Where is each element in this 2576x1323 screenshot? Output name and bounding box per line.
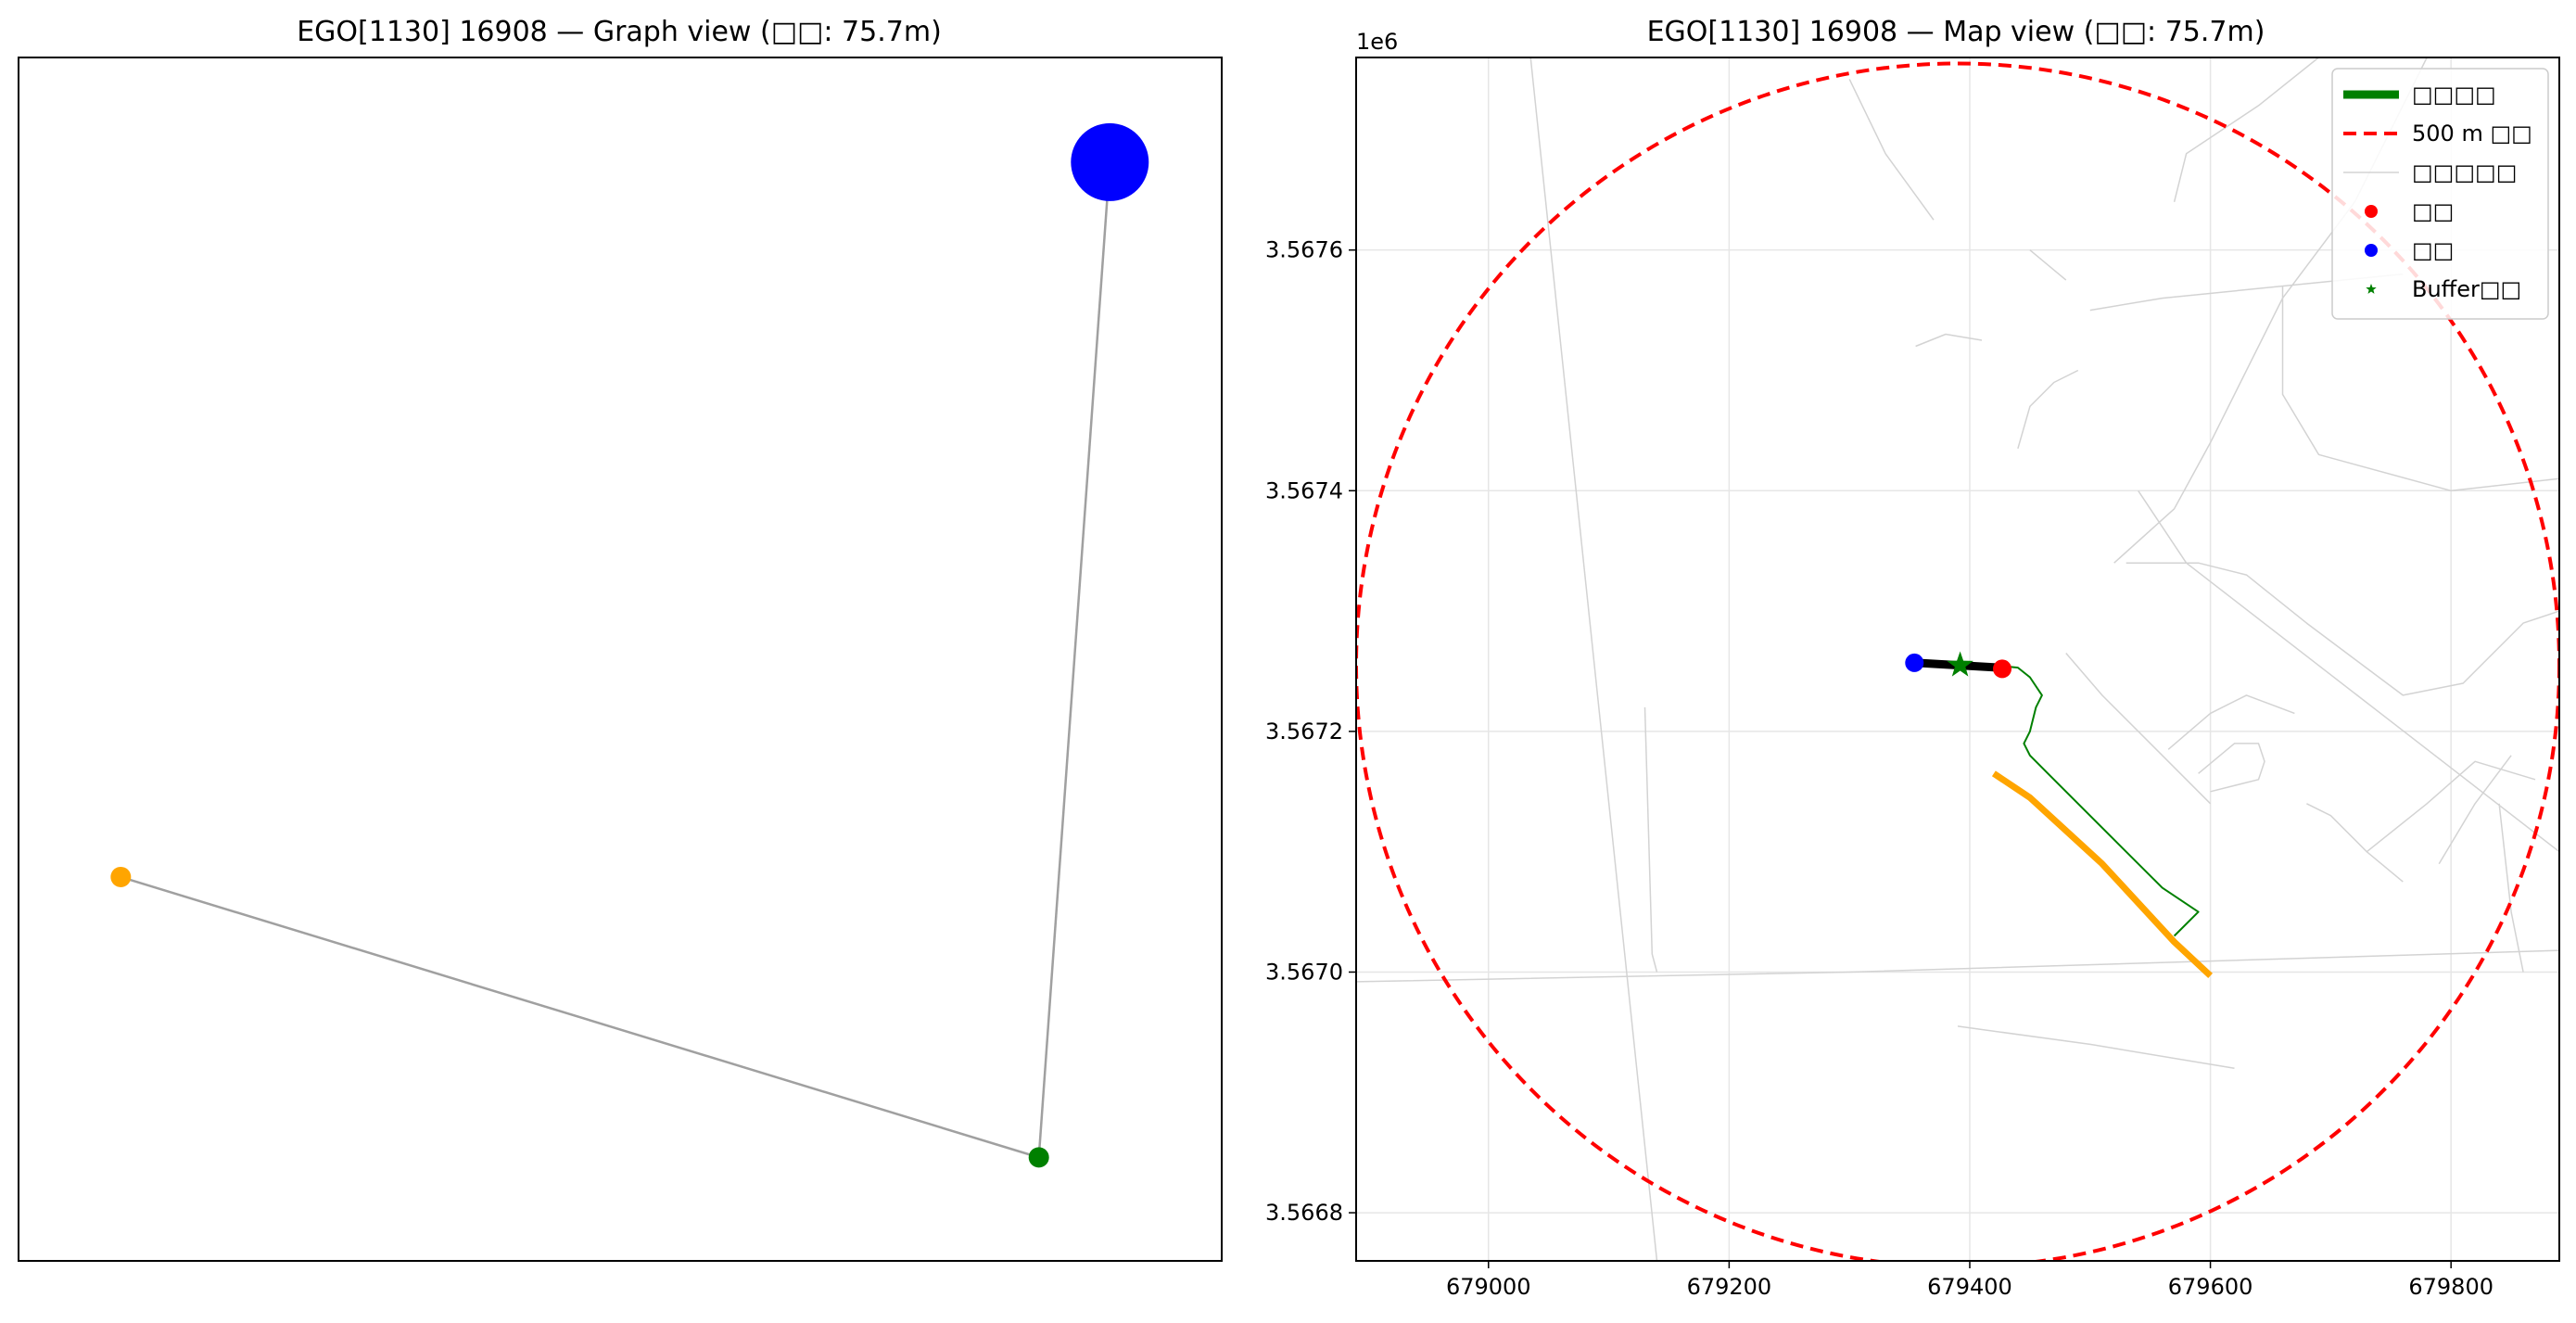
road-line xyxy=(2366,760,2536,853)
legend-swatch xyxy=(2366,284,2377,294)
road-line xyxy=(2029,249,2067,281)
graph-nodes xyxy=(110,122,1149,1168)
graph-edge xyxy=(1037,161,1111,1158)
buffer-circle xyxy=(1356,61,2559,1261)
legend-label: □□□□□ xyxy=(2412,159,2517,185)
legend-swatch xyxy=(2365,205,2378,218)
map-axes-ticks: 679000 679200 679400 679600 679800 3.5668 3.56… xyxy=(1265,237,2494,1300)
map-view-title: EGO[1130] 16908 — Map view (□□: 75.7m) xyxy=(1647,16,2265,48)
road-line xyxy=(1957,1025,2235,1070)
x-tick-label: 679200 xyxy=(1687,1274,1772,1300)
y-tick-label: 3.5670 xyxy=(1265,959,1343,985)
map-grid xyxy=(1356,57,2559,1261)
x-tick-label: 679400 xyxy=(1927,1274,2012,1300)
map-point-marker xyxy=(1905,653,1924,672)
road-line xyxy=(2089,273,2404,312)
road-line xyxy=(2138,490,2559,853)
road-line xyxy=(1356,949,2559,983)
road-line xyxy=(2438,755,2512,865)
road-line xyxy=(2281,286,2559,492)
y-tick-label: 3.5668 xyxy=(1265,1200,1343,1226)
road-line xyxy=(1848,79,1935,221)
graph-view-frame xyxy=(18,57,1223,1262)
buffer-center-star xyxy=(1947,651,1973,677)
map-point-marker xyxy=(1993,659,2012,679)
x-tick-label: 679800 xyxy=(2408,1274,2494,1300)
road-line xyxy=(2017,369,2079,450)
road-line xyxy=(2126,562,2559,696)
y-tick-label: 3.5674 xyxy=(1265,477,1343,503)
legend-label: □□ xyxy=(2412,198,2454,224)
y-tick-label: 3.5676 xyxy=(1265,237,1343,263)
legend-swatch xyxy=(2365,244,2378,257)
map-view-panel: EGO[1130] 16908 — Map view (□□: 75.7m) 6… xyxy=(1265,16,2560,1300)
legend-label: Buffer□□ xyxy=(2412,276,2521,302)
graph-view-title: EGO[1130] 16908 — Graph view (□□: 75.7m) xyxy=(297,16,942,48)
y-offset-label: 1e6 xyxy=(1356,29,1398,55)
road-line xyxy=(1643,706,1658,973)
graph-node-blue xyxy=(1071,122,1149,201)
graph-node-green xyxy=(1028,1147,1049,1168)
graph-edge xyxy=(120,875,1040,1159)
legend-label: 500 m □□ xyxy=(2412,121,2532,146)
map-legend: □□□□500 m □□□□□□□□□□□Buffer□□ xyxy=(2331,68,2549,320)
graph-node-orange xyxy=(110,866,132,887)
x-tick-label: 679600 xyxy=(2168,1274,2253,1300)
road-line xyxy=(2173,57,2319,202)
road-line xyxy=(1529,57,1658,1261)
road-line xyxy=(2167,694,2295,750)
y-tick-label: 3.5672 xyxy=(1265,719,1343,744)
road-line xyxy=(1915,333,1983,348)
legend-label: □□□□ xyxy=(2412,82,2496,108)
highlight-road xyxy=(1991,770,2213,978)
road-line xyxy=(2198,743,2265,793)
map-content xyxy=(1356,57,2559,1261)
route-line xyxy=(1958,664,2200,937)
road-line xyxy=(2498,803,2524,973)
graph-edges xyxy=(120,161,1111,1159)
road-line xyxy=(2306,803,2404,883)
graph-view-panel: EGO[1130] 16908 — Graph view (□□: 75.7m) xyxy=(18,16,1223,1262)
legend-label: □□ xyxy=(2412,237,2454,263)
road-line xyxy=(2065,653,2212,805)
x-tick-label: 679000 xyxy=(1446,1274,1531,1300)
legend-box xyxy=(2331,68,2549,320)
map-view-frame xyxy=(1355,57,2560,1262)
